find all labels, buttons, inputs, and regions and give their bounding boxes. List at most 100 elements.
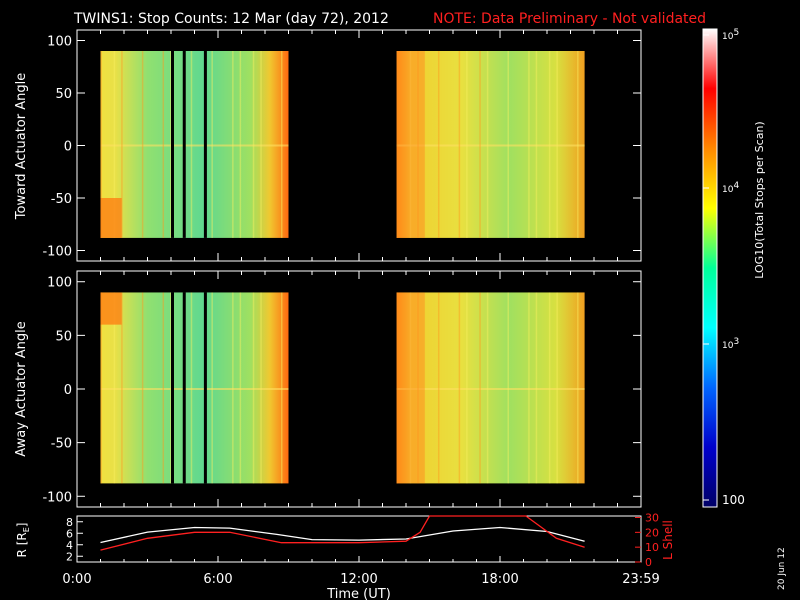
heatmap-enhancement [396, 292, 425, 484]
toward-y-label: Toward Actuator Angle [14, 73, 29, 220]
heatmap-streak [556, 51, 558, 238]
heatmap-streak [252, 292, 255, 484]
figure-title: TWINS1: Stop Counts: 12 Mar (day 72), 20… [73, 11, 389, 27]
heatmap-streak [100, 292, 102, 484]
colorbar-tick-label: 104 [722, 181, 739, 195]
heatmap-streak [577, 292, 579, 484]
heatmap-enhancement [396, 51, 425, 238]
heatmap-streak [528, 292, 530, 484]
heatmap-streak [239, 292, 242, 484]
x-tick-label: 23:59 [622, 572, 659, 587]
y-tick-label: -50 [51, 192, 72, 207]
heatmap-streak [170, 292, 172, 484]
toward-data-blocks [100, 51, 585, 238]
colorbar-tick-label: 100 [722, 493, 745, 507]
heatmap-streak [479, 292, 481, 484]
orbit-panel-frame [76, 515, 642, 563]
heatmap-data-gap [171, 292, 174, 484]
heatmap-data-gap [171, 51, 174, 238]
heatmap-streak [535, 51, 538, 238]
heatmap-streak [260, 51, 262, 238]
time-x-ticks: 0:00 6:00 12:00 18:00 23:59 [62, 556, 660, 587]
colorbar: 105 104 103 100 LOG10(Total Stops per Scan) [702, 28, 766, 508]
lshell-line [100, 515, 585, 551]
heatmap-streak [280, 51, 283, 238]
heatmap-streak [113, 51, 116, 238]
away-y-label: Away Actuator Angle [14, 321, 29, 456]
heatmap-streak [211, 292, 213, 484]
heatmap-block [396, 51, 585, 238]
x-tick-label: 12:00 [340, 572, 377, 587]
heatmap-block [100, 51, 289, 238]
heatmap-zero-band [100, 388, 289, 390]
heatmap-streak [528, 51, 530, 238]
heatmap-streak [458, 51, 461, 238]
heatmap-enhancement [100, 292, 122, 325]
lshell-tick-label: 10 [645, 541, 659, 554]
heatmap-streak [190, 51, 193, 238]
heatmap-streak [466, 51, 468, 238]
r-tick-label: 4 [66, 539, 73, 552]
heatmap-data-gap [182, 292, 186, 484]
heatmap-block [100, 292, 289, 484]
r-tick-label: 8 [66, 516, 73, 529]
r-tick-label: 2 [66, 550, 73, 563]
toward-y-ticks: 100 50 0 -50 -100 [42, 30, 642, 261]
heatmap-streak [141, 292, 144, 484]
colorbar-label: LOG10(Total Stops per Scan) [753, 121, 766, 278]
time-x-label: Time (UT) [326, 587, 391, 600]
heatmap-zero-band [396, 388, 585, 390]
heatmap-data-gap [182, 51, 186, 238]
heatmap-streak [556, 292, 558, 484]
away-y-ticks: 100 50 0 -50 -100 [42, 271, 642, 507]
y-tick-label: -100 [42, 245, 72, 260]
radius-y-label: R [RE] [15, 523, 31, 558]
heatmap-streak [260, 292, 262, 484]
r-tick-label: 6 [66, 527, 73, 540]
away-heatmap-panel: 100 50 0 -50 -100 Away Actuator Angle [14, 270, 642, 508]
heatmap-streak [239, 51, 242, 238]
toward-heatmap-panel: 100 50 0 -50 -100 Toward Actuator Angle [14, 29, 642, 262]
heatmap-streak [252, 51, 255, 238]
colorbar-tick-label: 105 [722, 28, 739, 42]
y-tick-label: 50 [55, 329, 72, 344]
heatmap-data-gap [203, 51, 207, 238]
heatmap-streak [458, 292, 461, 484]
lshell-tick-label: 0 [645, 556, 652, 569]
x-tick-label: 18:00 [481, 572, 518, 587]
date-stamp: 20 Jun 12 [777, 547, 787, 590]
heatmap-streak [280, 292, 283, 484]
colorbar-tick-label: 103 [722, 337, 739, 351]
heatmap-streak [486, 292, 489, 484]
heatmap-streak [466, 292, 468, 484]
away-data-blocks [100, 292, 585, 484]
heatmap-streak [170, 51, 172, 238]
preliminary-note: NOTE: Data Preliminary - Not validated [433, 11, 706, 27]
y-tick-label: 100 [47, 276, 72, 291]
heatmap-streak [162, 51, 165, 238]
heatmap-streak [121, 51, 123, 238]
heatmap-streak [232, 292, 234, 484]
lshell-tick-label: 20 [645, 526, 659, 539]
heatmap-streak [100, 51, 102, 238]
x-tick-label: 6:00 [203, 572, 232, 587]
orbit-lines [100, 515, 585, 551]
heatmap-streak [548, 51, 551, 238]
heatmap-streak [141, 51, 144, 238]
heatmap-streak [190, 292, 193, 484]
heatmap-streak [535, 292, 538, 484]
heatmap-streak [211, 51, 213, 238]
lshell-tick-label: 30 [645, 511, 659, 524]
heatmap-streak [507, 51, 510, 238]
y-tick-label: 0 [64, 383, 72, 398]
heatmap-zero-band [100, 144, 289, 147]
y-tick-label: 50 [55, 87, 72, 102]
heatmap-streak [548, 292, 551, 484]
y-tick-label: -50 [51, 437, 72, 452]
x-tick-label: 0:00 [62, 572, 91, 587]
heatmap-streak [162, 292, 165, 484]
y-tick-label: 0 [64, 140, 72, 155]
heatmap-streak [479, 51, 481, 238]
y-tick-label: -100 [42, 490, 72, 505]
